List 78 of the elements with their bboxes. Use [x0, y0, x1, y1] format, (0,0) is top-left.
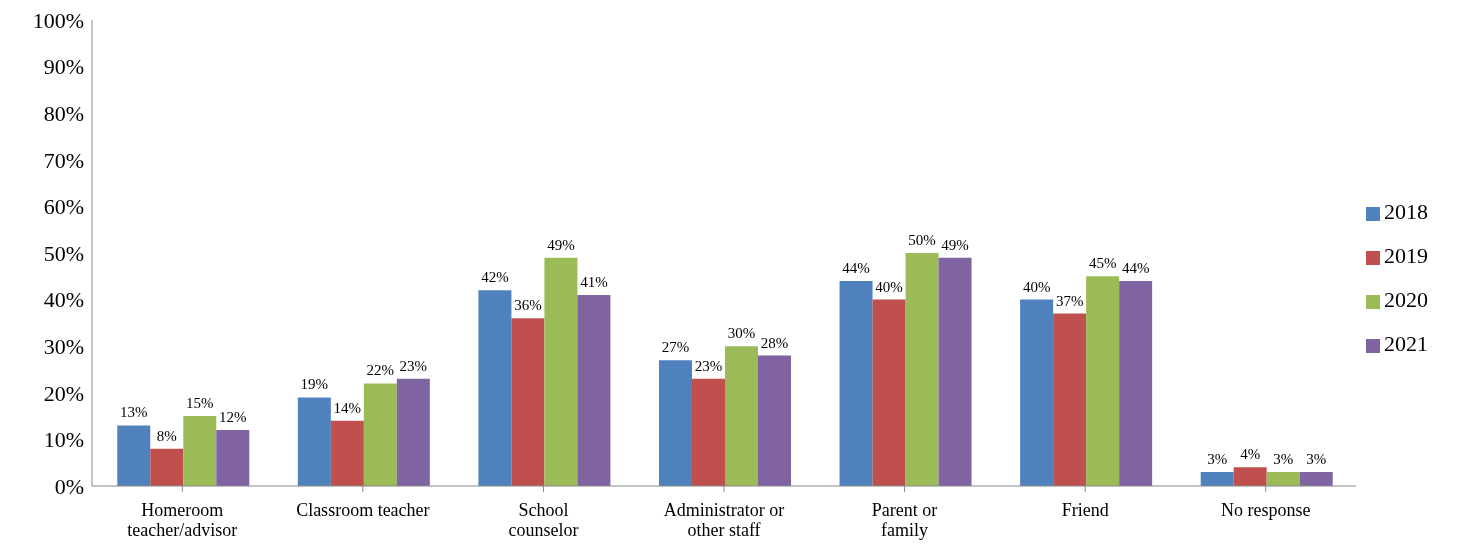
x-tick-label: Administrator or other staff [663, 500, 785, 540]
bar [150, 448, 184, 486]
y-tick-label: 70% [43, 147, 84, 173]
y-tick-label: 20% [43, 380, 84, 406]
data-label: 3% [1273, 451, 1294, 468]
bar [938, 257, 972, 486]
bar [1266, 472, 1300, 486]
data-label: 49% [941, 236, 969, 253]
data-label: 50% [908, 232, 936, 248]
data-label: 19% [300, 376, 329, 393]
bar [757, 355, 791, 486]
data-label: 44% [1121, 259, 1150, 276]
data-label: 45% [1088, 255, 1117, 272]
y-tick-label: 30% [43, 334, 84, 360]
y-tick-label: 50% [43, 240, 84, 266]
bar [117, 425, 151, 486]
legend-label: 2019 [1384, 243, 1428, 268]
y-tick-label: 0% [54, 473, 84, 499]
bar [544, 257, 578, 486]
bar [839, 280, 873, 486]
y-tick-label: 100% [32, 7, 84, 33]
bar [1086, 276, 1120, 486]
data-label: 13% [120, 404, 148, 421]
data-label: 40% [875, 278, 903, 295]
bar [691, 378, 725, 486]
data-label: 36% [514, 297, 542, 314]
bar [297, 397, 331, 486]
legend-label: 2018 [1384, 199, 1428, 224]
bar [1299, 472, 1333, 486]
bar [478, 290, 512, 486]
bar [724, 346, 758, 486]
data-label: 3% [1207, 451, 1228, 468]
data-label: 28% [760, 334, 789, 351]
data-label: 15% [186, 395, 214, 412]
x-tick-label: Parent or family [871, 500, 938, 540]
legend-label: 2021 [1384, 331, 1428, 356]
data-label: 37% [1055, 292, 1084, 309]
data-label: 30% [727, 325, 756, 342]
y-tick-label: 10% [43, 427, 84, 453]
legend-label: 2020 [1384, 287, 1428, 312]
data-label: 42% [481, 269, 509, 286]
data-label: 41% [580, 273, 608, 290]
bar [1020, 299, 1054, 486]
data-label: 3% [1306, 451, 1327, 468]
data-label: 4% [1240, 446, 1261, 463]
data-label: 14% [333, 399, 362, 416]
data-label: 22% [366, 362, 395, 379]
y-tick-label: 80% [43, 101, 84, 127]
bar [1233, 467, 1267, 486]
data-label: 12% [219, 409, 247, 426]
data-label: 44% [842, 259, 870, 276]
x-tick-label: No response [1220, 500, 1311, 521]
bar [1053, 313, 1087, 486]
y-tick-label: 90% [43, 54, 84, 80]
data-label: 8% [156, 427, 177, 444]
bar [330, 420, 364, 486]
x-tick-label: Classroom teacher [296, 500, 430, 521]
x-tick-label: Friend [1061, 500, 1109, 521]
data-label: 27% [661, 339, 690, 356]
x-tick-label: Homeroom teacher/advisor [127, 500, 238, 540]
bar [511, 318, 545, 486]
data-label: 40% [1022, 278, 1051, 295]
data-label: 23% [399, 357, 428, 374]
y-tick-label: 40% [43, 287, 84, 313]
bar [183, 416, 217, 486]
bar [216, 430, 250, 486]
y-tick-label: 60% [43, 194, 84, 220]
bar [872, 299, 906, 486]
bar [905, 253, 939, 486]
bar [658, 360, 692, 486]
bar [396, 378, 430, 486]
bar [1119, 280, 1153, 486]
data-label: 23% [694, 357, 723, 374]
bar [1200, 472, 1234, 486]
bar [577, 294, 611, 486]
bar [363, 383, 397, 486]
x-tick-label: School counselor [508, 500, 579, 540]
data-label: 49% [547, 236, 575, 253]
